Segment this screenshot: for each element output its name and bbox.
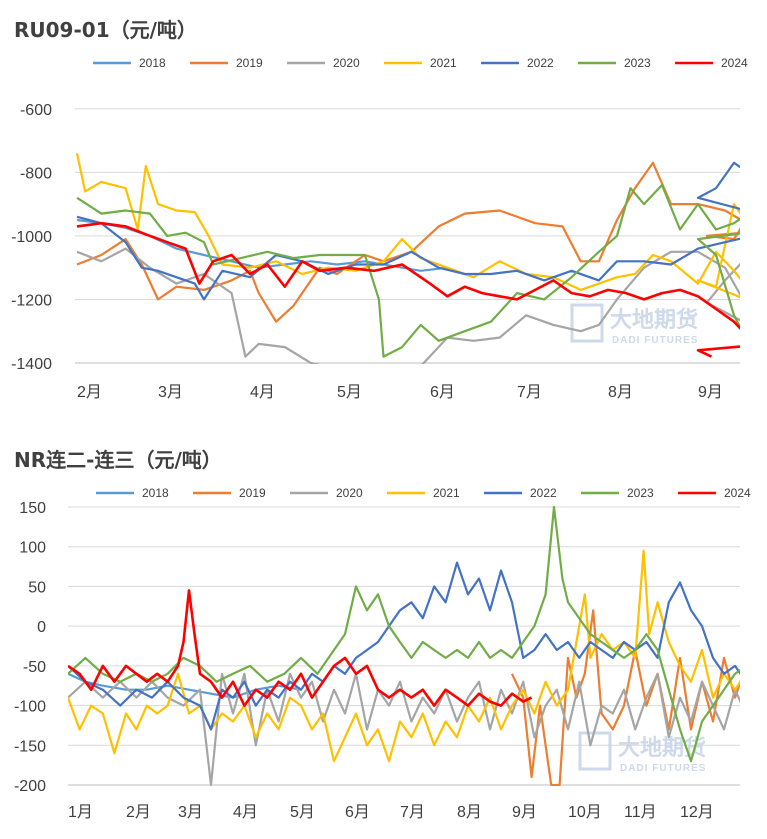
- series-line-2020: [68, 672, 740, 786]
- y-tick-label: -200: [14, 778, 46, 795]
- watermark-logo-mark: [578, 731, 612, 771]
- y-tick-label: -100: [14, 699, 46, 716]
- x-tick-label: 2月: [126, 804, 151, 821]
- chart-title-ru0901: RU09-01（元/吨）: [14, 18, 197, 42]
- y-tick-label: 0: [37, 619, 46, 636]
- chart-title-nr-spread: NR连二-连三（元/吨）: [14, 448, 222, 472]
- series-line-2022: [76, 161, 740, 301]
- legend-label-2024: 2024: [724, 486, 751, 500]
- y-tick-label: -50: [23, 659, 46, 676]
- legend-label-2020: 2020: [333, 56, 360, 70]
- series-line-2023: [68, 505, 740, 763]
- series-line-2021: [68, 549, 740, 763]
- y-tick-label: 50: [28, 579, 46, 596]
- watermark-logo-mark: [570, 303, 604, 343]
- chart-1: -600 -800 -1000 -1200 -1400 2月 3月 4月 5月 6月 7月 8月 9月 大…: [11, 56, 748, 401]
- series-line-2018: [76, 218, 448, 272]
- legend-label-2023: 2023: [624, 56, 651, 70]
- y-tick-label: -800: [20, 165, 52, 182]
- legend-label-2018: 2018: [139, 56, 166, 70]
- y-tick-label: -1000: [11, 229, 52, 246]
- legend-label-2020: 2020: [336, 486, 363, 500]
- y-tick-label: -600: [20, 102, 52, 119]
- chart-2: 150 100 50 0 -50 -100 -150 -200 1月 2月 3月 4月 5月 6月 7月 8月…: [14, 486, 751, 821]
- x-tick-label: 10月: [568, 804, 602, 821]
- legend-label-2024: 2024: [721, 56, 748, 70]
- x-tick-label: 9月: [698, 384, 723, 401]
- legend-label-2023: 2023: [627, 486, 654, 500]
- legend-label-2018: 2018: [142, 486, 169, 500]
- x-tick-label: 12月: [680, 804, 714, 821]
- series-line-2018: [68, 672, 302, 699]
- x-tick-label: 9月: [512, 804, 537, 821]
- y-tick-label: 100: [19, 540, 46, 557]
- series-line-2024: [76, 221, 740, 358]
- x-tick-label: 4月: [233, 804, 258, 821]
- x-tick-label: 7月: [400, 804, 425, 821]
- x-tick-label: 4月: [250, 384, 275, 401]
- x-tick-label: 7月: [517, 384, 542, 401]
- x-tick-label: 2月: [77, 384, 102, 401]
- legend-label-2021: 2021: [433, 486, 460, 500]
- x-tick-label: 6月: [345, 804, 370, 821]
- x-tick-label: 5月: [337, 384, 362, 401]
- x-tick-label: 1月: [68, 804, 93, 821]
- y-tick-label: -150: [14, 738, 46, 755]
- series-line-2022: [68, 561, 740, 731]
- y-tick-label: -1200: [11, 292, 52, 309]
- series-line-2023: [76, 183, 740, 358]
- watermark-text: 大地期货: [610, 307, 698, 332]
- series-line-2024: [68, 589, 533, 707]
- series-line-2020: [76, 247, 740, 364]
- legend-label-2022: 2022: [527, 56, 554, 70]
- series-line-2019: [511, 609, 740, 786]
- legend-label-2019: 2019: [239, 486, 266, 500]
- watermark-subtext: DADI FUTURES: [612, 335, 698, 346]
- legend-label-2022: 2022: [530, 486, 557, 500]
- x-tick-label: 3月: [158, 384, 183, 401]
- y-tick-label: -1400: [11, 356, 52, 373]
- x-tick-label: 3月: [178, 804, 203, 821]
- x-tick-label: 8月: [608, 384, 633, 401]
- x-tick-label: 11月: [624, 804, 657, 821]
- legend-label-2021: 2021: [430, 56, 457, 70]
- watermark-logo: 大地期货 DADI FUTURES: [570, 303, 698, 346]
- watermark-subtext: DADI FUTURES: [620, 763, 706, 774]
- series-line-2021: [75, 153, 740, 299]
- y-tick-label: 150: [19, 500, 46, 517]
- legend-label-2019: 2019: [236, 56, 263, 70]
- x-tick-label: 8月: [457, 804, 482, 821]
- x-tick-label: 6月: [430, 384, 455, 401]
- x-tick-label: 5月: [290, 804, 315, 821]
